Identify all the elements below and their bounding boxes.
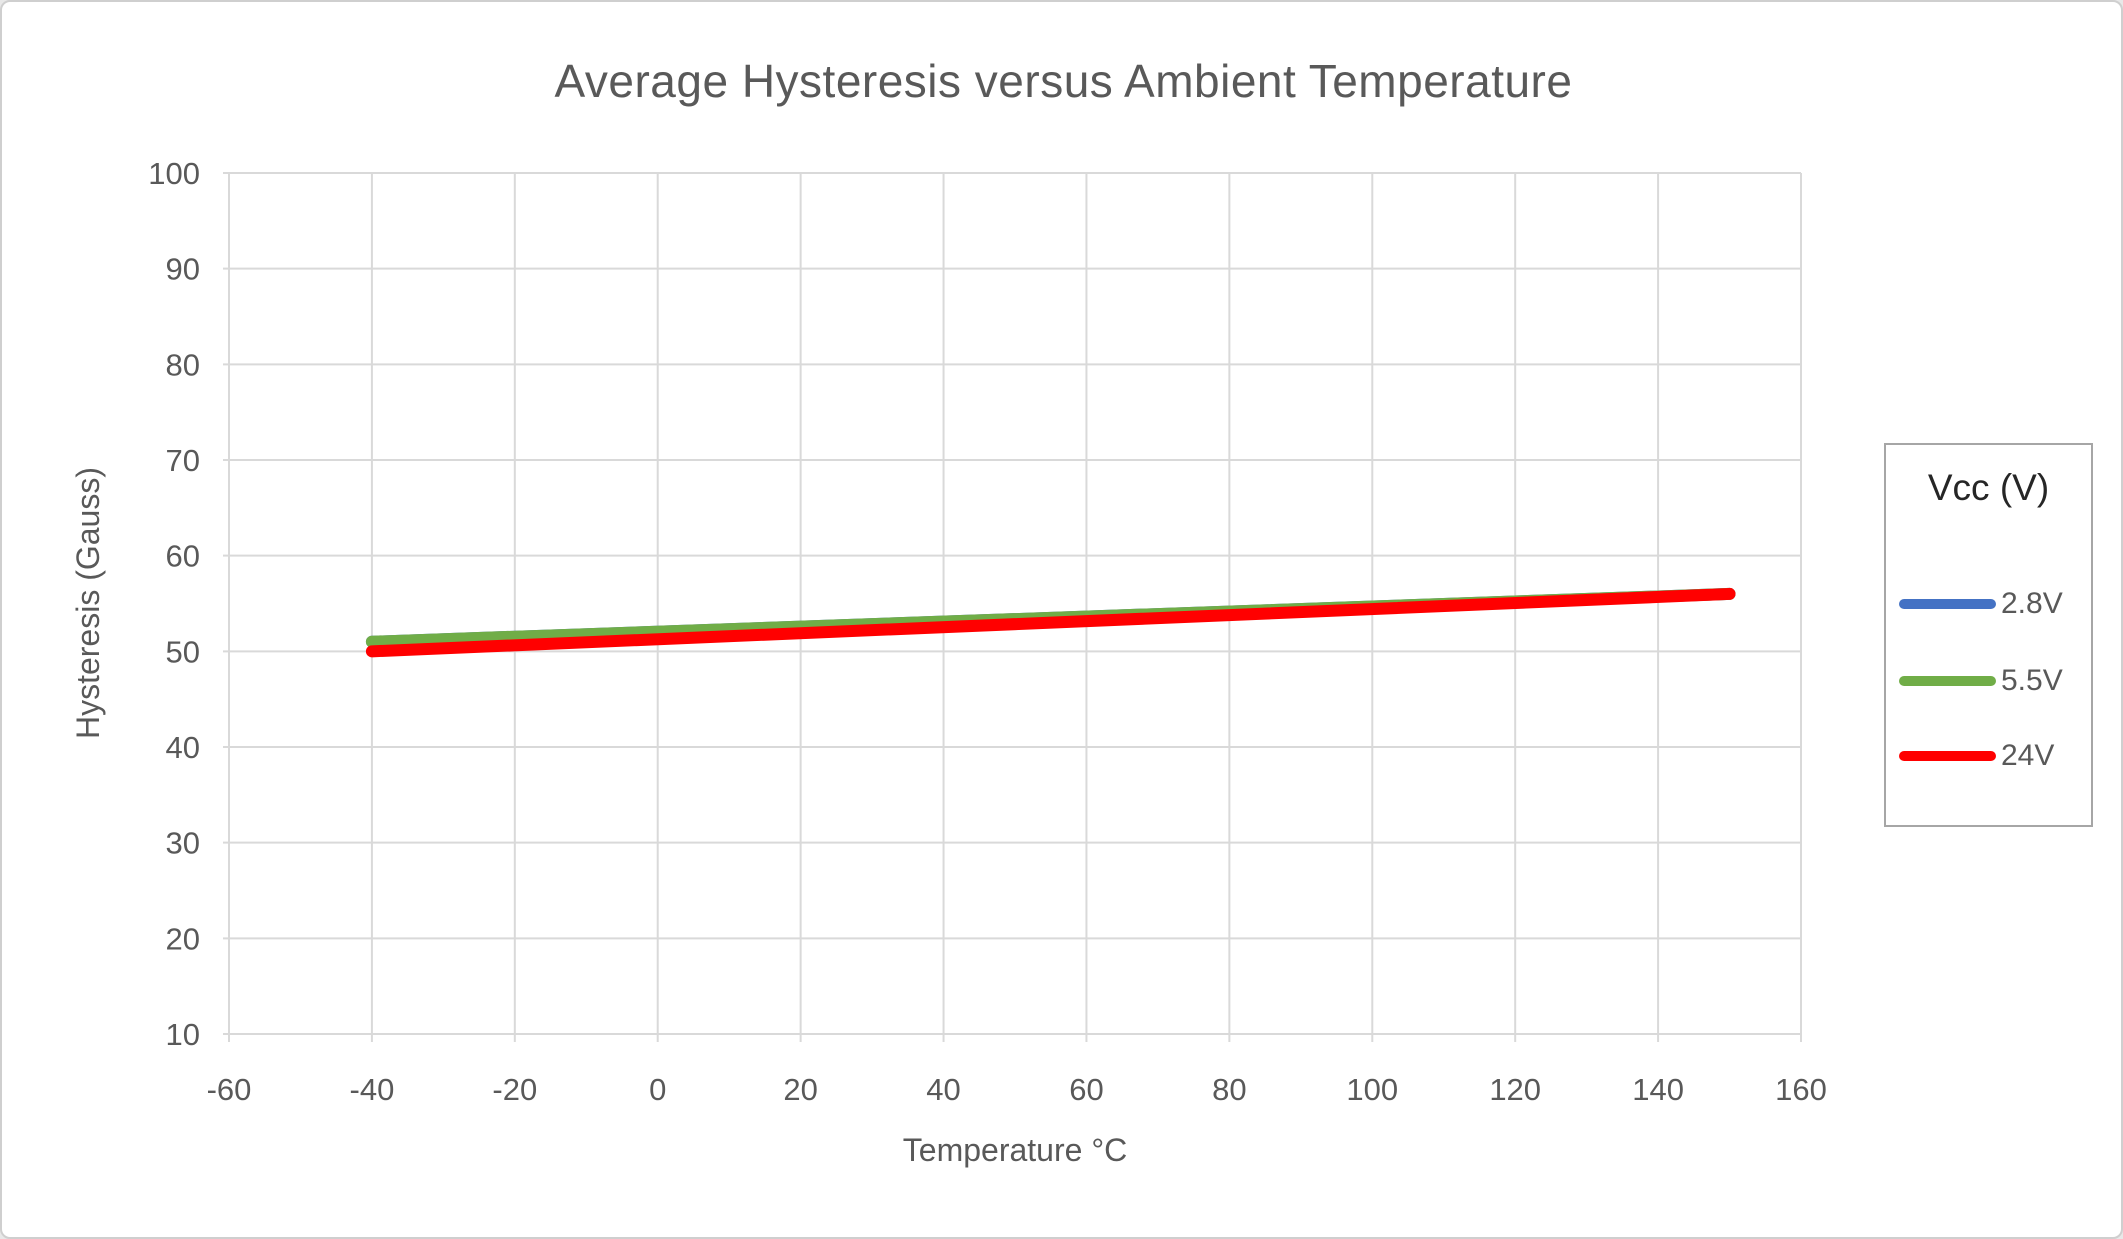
y-tick-label: 40 bbox=[166, 730, 200, 765]
legend-swatch-5-5v-line-icon bbox=[1899, 676, 1996, 686]
series-line-24V bbox=[365, 587, 1736, 658]
x-tick-label: 140 bbox=[1632, 1072, 1684, 1107]
y-tick-label: 10 bbox=[166, 1017, 200, 1052]
legend-swatch-24v-line-icon bbox=[1899, 751, 1996, 761]
legend-entry-2-8v: 2.8V bbox=[1899, 586, 2063, 622]
x-tick-label: 160 bbox=[1775, 1072, 1827, 1107]
x-tick-label: 100 bbox=[1346, 1072, 1398, 1107]
y-tick-label: 70 bbox=[166, 443, 200, 478]
x-tick-label: 20 bbox=[783, 1072, 817, 1107]
legend-title: Vcc (V) bbox=[1927, 467, 2050, 508]
x-tick-label: -40 bbox=[350, 1072, 395, 1107]
x-tick-label: 60 bbox=[1069, 1072, 1103, 1107]
x-axis-title: Temperature °C bbox=[902, 1132, 1128, 1168]
y-tick-label: 90 bbox=[166, 252, 200, 287]
y-tick-label: 60 bbox=[166, 539, 200, 574]
y-axis-title: Hysteresis (Gauss) bbox=[70, 466, 106, 740]
x-tick-label: -20 bbox=[492, 1072, 537, 1107]
legend: Vcc (V) 2.8V 5.5V 24V bbox=[1884, 443, 2093, 827]
legend-label-24v: 24V bbox=[2001, 739, 2055, 772]
y-tick-label: 100 bbox=[148, 156, 200, 191]
y-tick-label: 20 bbox=[166, 921, 200, 956]
x-tick-label: 120 bbox=[1489, 1072, 1541, 1107]
y-tick-label: 30 bbox=[166, 826, 200, 861]
x-tick-label: -60 bbox=[207, 1072, 252, 1107]
chart-title: Average Hysteresis versus Ambient Temper… bbox=[554, 55, 1573, 107]
x-tick-label: 80 bbox=[1212, 1072, 1246, 1107]
legend-label-2-8v: 2.8V bbox=[2001, 587, 2063, 620]
legend-label-5-5v: 5.5V bbox=[2001, 664, 2063, 697]
y-tick-label: 50 bbox=[166, 634, 200, 669]
legend-entry-24v: 24V bbox=[1899, 738, 2054, 774]
y-tick-label: 80 bbox=[166, 347, 200, 382]
x-tick-label: 0 bbox=[649, 1072, 666, 1107]
legend-entry-5-5v: 5.5V bbox=[1899, 663, 2063, 699]
legend-swatch-2-8v-line-icon bbox=[1899, 599, 1996, 609]
x-tick-label: 40 bbox=[926, 1072, 960, 1107]
